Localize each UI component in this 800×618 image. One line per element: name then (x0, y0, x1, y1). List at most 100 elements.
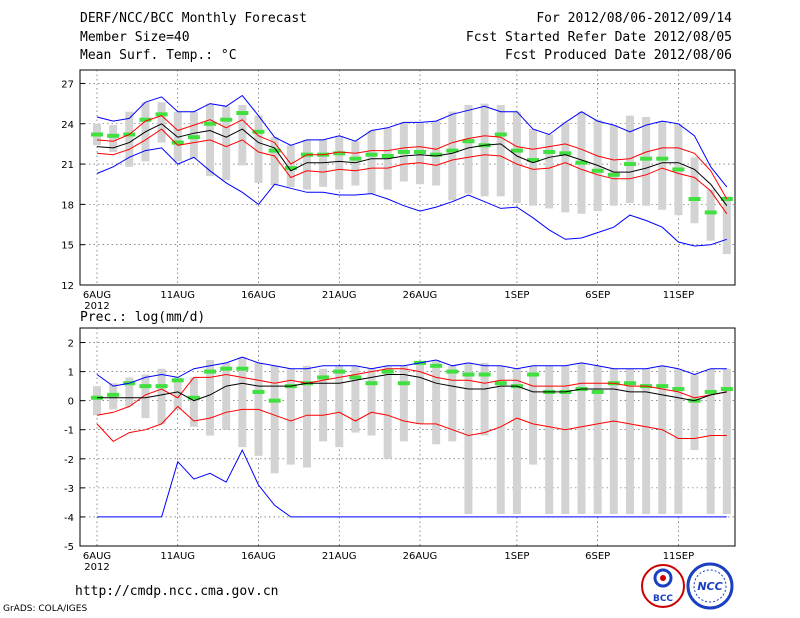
temp-xtick-label: 6AUG (83, 290, 111, 301)
temp-ytick-label: 21 (61, 160, 74, 171)
temp-member-mark (139, 117, 152, 122)
fcst-produced-date: Fcst Produced Date 2012/08/06 (505, 48, 732, 63)
prec-member-mark (591, 389, 604, 394)
prec-xtick-label: 11AUG (160, 551, 195, 562)
temp-series-mean (96, 123, 728, 206)
temp-member-range-bar (351, 141, 360, 186)
temp-member-mark (510, 148, 523, 153)
prec-ytick-label: -2 (64, 455, 74, 466)
prec-member-mark (494, 381, 507, 386)
prec-member-mark (236, 366, 249, 371)
prec-member-mark (204, 369, 217, 374)
temp-member-range-bar (367, 130, 376, 194)
fcst-started-date: Fcst Started Refer Date 2012/08/05 (465, 30, 732, 45)
prec-member-mark (462, 372, 475, 377)
temp-member-mark (349, 156, 362, 161)
temp-member-mark (656, 156, 669, 161)
source-url[interactable]: http://cmdp.ncc.cma.gov.cn (75, 584, 279, 599)
temp-member-mark (591, 168, 604, 173)
prec-plot-frame (79, 327, 736, 547)
temp-series-mean-plus-sd (96, 115, 728, 200)
prec-member-mark (720, 387, 733, 392)
prec-ytick-label: 1 (68, 368, 74, 379)
temp-member-mark (397, 149, 410, 154)
temp-member-mark (236, 111, 249, 115)
temp-member-range-bar (625, 115, 634, 204)
prec-member-range-bar (270, 365, 279, 474)
temp-member-mark (623, 162, 636, 167)
temp-member-range-bar (561, 122, 570, 213)
prec-member-range-bar (496, 365, 505, 515)
prec-member-mark (656, 384, 669, 389)
prec-ytick-label: -4 (64, 513, 74, 524)
prec-member-range-bar (367, 368, 376, 436)
precip-panel-label: Prec.: log(mm/d) (80, 310, 205, 325)
temp-member-mark (204, 121, 217, 126)
prec-member-range-bar (464, 362, 473, 515)
prec-member-range-bar (238, 357, 247, 448)
prec-member-mark (349, 375, 362, 380)
prec-series-mean-plus-sd (96, 368, 727, 416)
prec-xtick-label: 11SEP (663, 551, 694, 562)
temp-member-range-bar (302, 139, 311, 190)
prec-series-mean (97, 374, 727, 402)
prec-member-range-bar (448, 365, 457, 442)
temp-member-mark (527, 158, 540, 163)
prec-member-mark (252, 389, 265, 394)
temp-member-mark (381, 154, 394, 158)
temp-member-mark (252, 129, 265, 134)
temp-member-mark (543, 149, 556, 154)
prec-member-range-bar (416, 362, 424, 424)
temp-member-mark (430, 152, 443, 157)
prec-ytick-label: -5 (64, 542, 74, 553)
temp-member-range-bar (658, 121, 667, 210)
prec-member-mark (139, 384, 152, 389)
prec-member-range-bar (674, 368, 683, 515)
prec-member-range-bar (480, 362, 489, 436)
prec-member-mark (187, 395, 200, 400)
temp-member-range-bar (286, 145, 295, 187)
prec-member-range-bar (222, 362, 231, 430)
temp-member-range-bar (109, 125, 118, 152)
prec-xtick-label: 6AUG (83, 551, 111, 562)
temp-member-mark (155, 112, 168, 117)
prec-ytick-label: -3 (64, 484, 74, 495)
grads-credit: GrADS: COLA/IGES (3, 604, 88, 614)
temperature-panel: 12 15 18 21 24 27 6AUG 11AUG 16AUG 21AUG 26AUG 1SEP… (61, 69, 736, 312)
prec-member-range-bar (625, 368, 634, 515)
temp-member-mark (414, 149, 426, 154)
temp-ytick-label: 15 (61, 241, 74, 252)
prec-xtick-label: 1SEP (504, 551, 529, 562)
temp-member-range-bar (722, 196, 731, 255)
temp-member-mark (494, 132, 507, 137)
temp-member-mark (462, 139, 475, 144)
prec-member-range-bar (722, 368, 731, 515)
temp-ytick-label: 27 (61, 79, 74, 90)
temp-member-mark (91, 132, 103, 137)
prec-member-range-bar (383, 365, 392, 459)
temp-member-mark (575, 160, 588, 165)
temp-member-mark (171, 140, 184, 145)
temp-member-range-bar (690, 157, 699, 224)
temp-xtick-label: 1SEP (504, 290, 529, 301)
temp-member-range-bar (512, 111, 521, 204)
prec-member-mark (365, 381, 378, 386)
temp-member-mark (704, 210, 717, 215)
prec-member-range-bar (286, 368, 295, 465)
prec-member-mark (107, 392, 120, 397)
temp-member-range-bar (270, 137, 279, 186)
temp-member-range-bar (545, 134, 554, 209)
temp-member-mark (720, 197, 733, 201)
prec-ytick-label: 2 (68, 339, 74, 350)
prec-member-range-bar (319, 368, 328, 442)
temp-member-mark (640, 156, 653, 161)
prec-member-mark (397, 381, 410, 386)
prec-member-mark (672, 387, 685, 392)
prec-member-range-bar (335, 365, 344, 448)
prec-member-mark (268, 398, 281, 403)
prec-member-range-bar (690, 374, 699, 451)
prec-member-mark (155, 384, 168, 389)
prec-member-range-bar (512, 368, 521, 515)
prec-member-mark (333, 369, 346, 374)
